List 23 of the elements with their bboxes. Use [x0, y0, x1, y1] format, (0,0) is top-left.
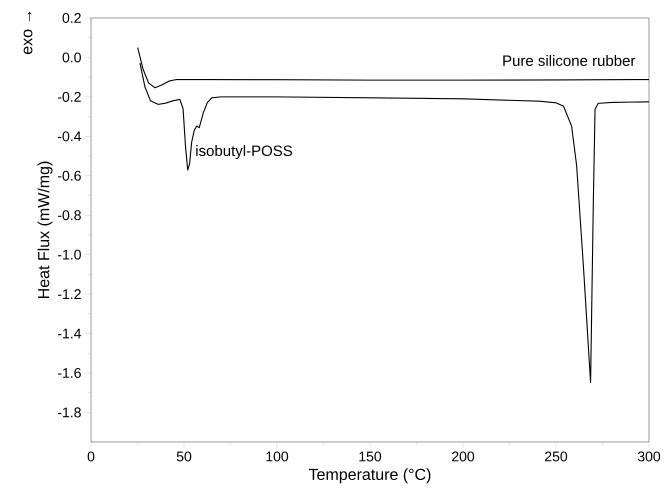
- x-tick-label: 250: [545, 452, 568, 462]
- y-tick-label: -0.4: [58, 131, 82, 142]
- x-tick-label: 300: [638, 452, 660, 462]
- x-axis-title: Temperature (°C): [308, 468, 430, 484]
- x-tick-label: 100: [266, 452, 288, 462]
- y-tick-label: -0.6: [58, 170, 81, 181]
- y-tick-label: -0.8: [58, 210, 81, 220]
- y-tick-label: -0.2: [58, 92, 81, 102]
- y-tick-label: -1.4: [58, 328, 82, 338]
- y-tick-label: 0.0: [62, 52, 81, 62]
- y-tick-label: -1.0: [58, 250, 81, 260]
- y-tick-label: 0.2: [62, 13, 81, 23]
- x-tick-label: 0: [88, 452, 94, 462]
- y-tick-label: -1.8: [58, 407, 81, 418]
- y-tick-label: -1.2: [58, 289, 81, 299]
- series-label: Pure silicone rubber: [503, 54, 636, 66]
- x-tick-label: 50: [176, 452, 192, 462]
- series-label: isobutyl-POSS: [196, 145, 292, 160]
- y-tick-label: -1.6: [58, 368, 81, 378]
- text: exo →: [24, 12, 32, 54]
- x-tick-label: 150: [359, 452, 382, 462]
- x-tick-label: 200: [452, 452, 474, 462]
- y-axis-title: Heat Flux (mW/mg): [38, 162, 52, 298]
